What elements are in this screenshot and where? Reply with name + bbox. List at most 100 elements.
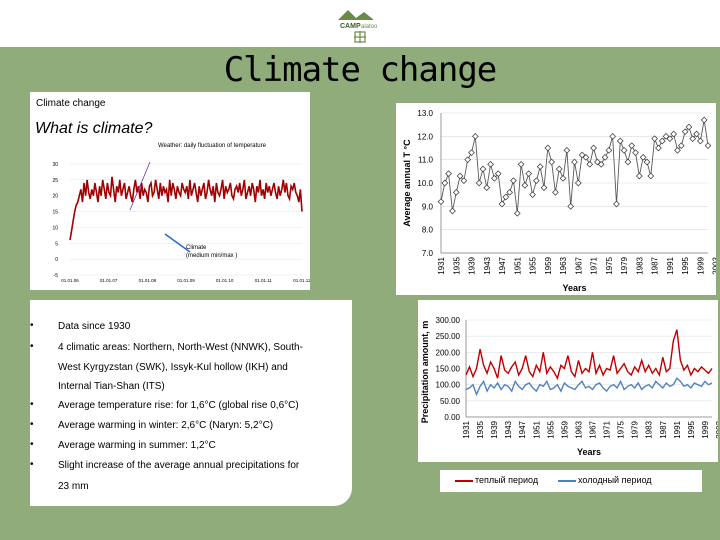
x-tick-label: 1975	[605, 256, 614, 274]
daily-temperature-chart: 30 25 20 15 10 5 0 -501.01.06 01.01.07 01.01.08 01…	[52, 161, 310, 283]
data-point	[586, 161, 594, 168]
climate-label: Climate (medium min/max )	[186, 244, 237, 260]
data-point	[574, 179, 582, 187]
x-tick-label: 1947	[518, 420, 527, 438]
data-point	[693, 130, 700, 138]
bullet-dot: •	[30, 399, 34, 410]
x-tick-label: 1991	[666, 256, 675, 274]
x-tick-label: 1999	[701, 420, 710, 438]
data-point	[449, 207, 456, 215]
bullet-dot: •	[30, 320, 34, 331]
x-tick-label: 1935	[476, 420, 485, 438]
legend-cold-label: холодный период	[578, 475, 652, 485]
y-tick-label: 20	[52, 194, 58, 200]
x-tick-label: 01.01.07	[100, 278, 118, 283]
x-tick-label: 1943	[483, 256, 492, 274]
warm-period-line	[465, 329, 713, 381]
x-tick-label: 1979	[631, 420, 640, 438]
y-axis-title: Average annual T °C	[402, 139, 412, 227]
data-point	[647, 172, 655, 180]
temperature-chart-panel	[396, 103, 716, 295]
annual-temperature-chart: 7.0 8.0 9.0 10.0 11.0 12.0 13.0 1931 1935 1939 194…	[402, 109, 716, 293]
data-point	[544, 144, 552, 152]
x-tick-label: 1955	[529, 256, 538, 274]
logo-mountain-icon	[338, 10, 374, 20]
climate-pointer-arrow	[164, 233, 191, 253]
x-axis-title: Years	[577, 447, 601, 457]
x-tick-label: 1943	[504, 420, 513, 438]
data-point	[605, 147, 613, 154]
page-title: Climate change	[223, 50, 498, 90]
y-tick-label: 9.0	[422, 202, 434, 211]
y-tick-label: 100.00	[436, 381, 461, 390]
bullet-text: 23 mm	[58, 481, 89, 492]
data-point	[548, 158, 555, 166]
x-tick-label: 1939	[490, 420, 499, 438]
x-tick-label: 1995	[687, 420, 696, 438]
data-point	[643, 158, 651, 166]
data-point	[704, 142, 712, 149]
climate-label-line2: (medium min/max )	[186, 253, 238, 259]
data-point	[651, 135, 658, 142]
weather-pointer-line	[129, 161, 151, 211]
x-tick-label: 1931	[437, 256, 446, 274]
x-tick-label: 1947	[498, 256, 507, 274]
data-point	[613, 200, 620, 208]
data-point	[502, 193, 510, 201]
svg-text:alatoo: alatoo	[361, 24, 378, 30]
data-point	[674, 147, 681, 154]
data-point	[525, 170, 533, 177]
y-tick-label: 11.0	[418, 156, 434, 165]
data-point	[616, 137, 624, 145]
x-tick-label: 1983	[635, 256, 644, 274]
bullet-dot: •	[30, 459, 34, 470]
x-tick-label: 1991	[673, 420, 682, 438]
bullet-dot: •	[30, 439, 34, 450]
data-point	[552, 189, 559, 196]
data-point	[468, 149, 475, 156]
x-tick-label: 1967	[574, 256, 583, 274]
x-tick-label: 1975	[617, 420, 626, 438]
data-point	[510, 177, 517, 184]
x-tick-label: 01.01.10	[216, 278, 234, 283]
bullet-text: Average warming in winter: 2,6°C (Naryn:…	[58, 420, 274, 431]
legend-cold-swatch	[558, 480, 576, 482]
data-point	[636, 172, 643, 180]
data-point	[697, 137, 704, 145]
inset-heading: What is climate?	[35, 120, 153, 137]
x-tick-label: 1955	[546, 420, 555, 438]
x-tick-label: 1971	[590, 256, 599, 274]
inset-caption: Climate change	[36, 98, 106, 109]
data-point	[437, 198, 445, 205]
bullet-text: West Kyrgyzstan (SWK), Issyk-Kul hollow …	[58, 362, 288, 373]
data-point	[445, 170, 452, 177]
x-tick-label: 1999	[696, 256, 705, 274]
y-tick-label: 50.00	[440, 397, 461, 406]
data-point	[689, 135, 697, 142]
y-tick-label: 300.00	[436, 316, 461, 325]
y-tick-label: 5	[55, 241, 58, 247]
data-point	[498, 200, 506, 208]
bullet-text: Average warming in summer: 1,2°C	[58, 440, 216, 451]
bullet-dot: •	[30, 419, 34, 430]
data-point	[681, 128, 689, 135]
x-tick-label: 01.01.11	[255, 278, 273, 283]
data-point	[521, 182, 529, 189]
y-tick-label: 0.00	[444, 413, 460, 422]
x-tick-label: 01.01.08	[139, 278, 157, 283]
legend-warm-label: теплый период	[475, 475, 539, 485]
precipitation-chart: 0.00 50.00 100.00 150.00 200.00 250.00 300.00 1…	[420, 316, 718, 457]
data-point	[441, 179, 449, 187]
x-tick-label: 1983	[645, 420, 654, 438]
data-point	[513, 210, 521, 217]
y-tick-label: 200.00	[436, 348, 461, 357]
data-point	[491, 175, 498, 182]
data-point	[666, 135, 674, 142]
bullet-text: Internal Tian-Shan (ITS)	[58, 381, 165, 392]
data-point	[597, 161, 605, 168]
y-tick-label: 13.0	[417, 109, 433, 118]
info-box	[30, 300, 352, 506]
y-tick-label: 250.00	[436, 332, 461, 341]
y-tick-label: 12.0	[417, 132, 433, 141]
x-tick-label: 1979	[620, 256, 629, 274]
